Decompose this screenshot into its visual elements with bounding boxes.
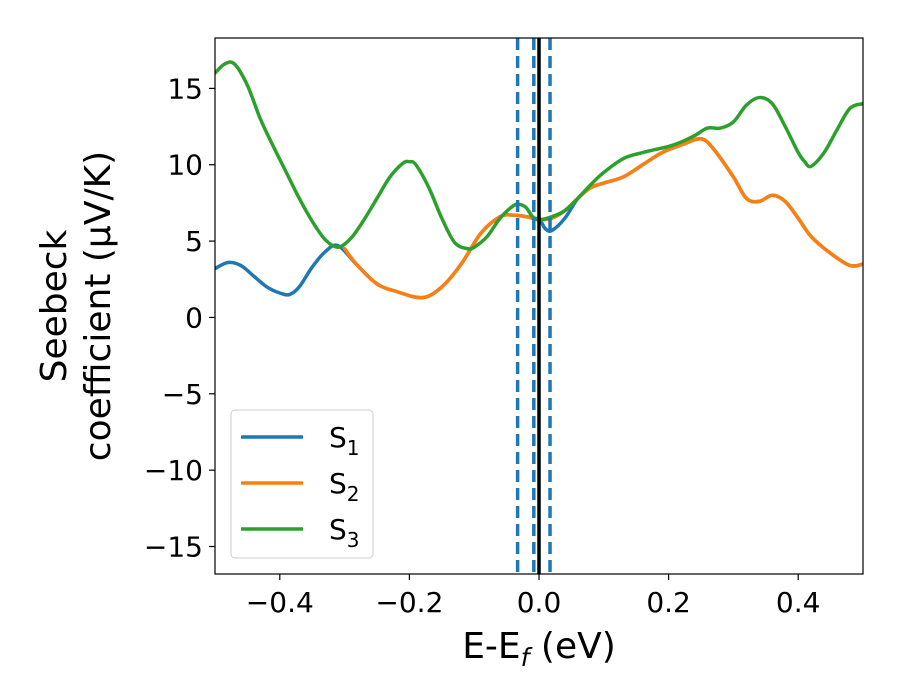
- legend-label-base: S: [329, 513, 347, 546]
- legend-label-subscript: 2: [347, 482, 360, 506]
- y-axis-title-line2: coefficient (μV/K): [78, 151, 119, 461]
- legend-label-subscript: 1: [347, 436, 360, 460]
- y-axis-title: Seebeck coefficient (μV/K): [34, 151, 119, 461]
- legend-label-s1: S1: [329, 421, 360, 460]
- x-tick-label: −0.2: [375, 586, 443, 619]
- legend-label-s3: S3: [329, 513, 360, 552]
- y-tick-label: 0: [185, 301, 203, 334]
- x-axis-title: E-Ef (eV): [462, 626, 616, 672]
- y-axis-ticks: −15 −10 −5 0 5 10 15: [144, 72, 215, 564]
- x-axis-title-rest: (eV): [529, 626, 615, 667]
- series-layer: [215, 60, 863, 300]
- x-axis-ticks: −0.4 −0.2 0.0 0.2 0.4: [246, 574, 821, 619]
- y-tick-label: 10: [167, 149, 203, 182]
- x-axis-title-base: E-E: [462, 626, 520, 667]
- x-tick-label: 0.0: [517, 586, 562, 619]
- y-axis-title-line1: Seebeck: [34, 229, 75, 382]
- y-tick-label: −5: [162, 378, 203, 411]
- x-tick-label: 0.4: [776, 586, 821, 619]
- x-tick-label: −0.4: [246, 586, 314, 619]
- series-line-s2: [342, 136, 863, 300]
- legend-label-base: S: [329, 467, 347, 500]
- series-line-s3: [215, 60, 863, 251]
- legend-label-s2: S2: [329, 467, 360, 506]
- legend-label-base: S: [329, 421, 347, 454]
- y-tick-label: 5: [185, 225, 203, 258]
- x-tick-label: 0.2: [646, 586, 691, 619]
- y-tick-label: 15: [167, 72, 203, 105]
- legend-label-subscript: 3: [347, 528, 360, 552]
- reference-lines: [515, 38, 552, 574]
- y-tick-label: −15: [144, 531, 203, 564]
- y-tick-label: −10: [144, 454, 203, 487]
